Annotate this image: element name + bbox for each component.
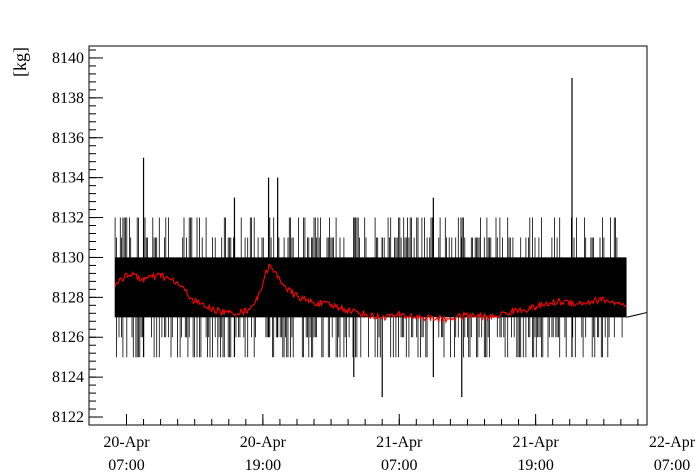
- y-axis: 8122 8124 8126 8128 8130 8132 8134 8136 8138 8140: [52, 49, 103, 426]
- plot-area: [114, 77, 647, 398]
- y-tick-label: 8130: [52, 249, 84, 266]
- x-tick-time: 19:00: [245, 457, 281, 474]
- y-tick-label: 8122: [52, 409, 84, 426]
- x-tick-date: 20-Apr: [240, 434, 287, 451]
- x-tick-date: 20-Apr: [103, 434, 150, 451]
- y-axis-label: [kg]: [10, 47, 30, 77]
- x-tick-time: 07:00: [381, 457, 417, 474]
- y-tick-label: 8132: [52, 210, 84, 227]
- x-tick-date: 21-Apr: [376, 434, 423, 451]
- average-line: [114, 263, 627, 325]
- plot-content: [114, 77, 647, 398]
- x-tick-time: 07:00: [108, 457, 144, 474]
- y-tick-label: 8128: [52, 289, 84, 306]
- y-tick-label: 8134: [52, 170, 84, 187]
- x-tick-time: 07:00: [654, 457, 690, 474]
- x-tick-time: 19:00: [517, 457, 553, 474]
- y-tick-label: 8136: [52, 130, 84, 147]
- x-tick-date: 22-Apr: [649, 434, 696, 451]
- plot-frame: [88, 45, 648, 426]
- x-tick-date: 21-Apr: [513, 434, 560, 451]
- raw-noise-segment-0: [114, 217, 627, 358]
- y-tick-label: 8138: [52, 90, 84, 107]
- gap-connector: [626, 311, 647, 318]
- y-tick-label: 8126: [52, 329, 84, 346]
- y-tick-label: 8140: [52, 50, 84, 67]
- x-axis: 20-Apr 07:00 20-Apr 19:00 21-Apr 07:00 21-Apr 1…: [103, 414, 696, 474]
- y-tick-label: 8124: [52, 369, 84, 386]
